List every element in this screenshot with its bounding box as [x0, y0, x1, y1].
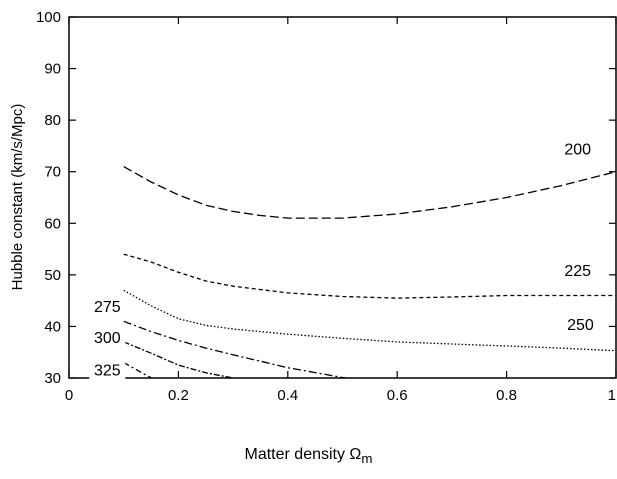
contour-label-bg-300 — [89, 328, 126, 347]
x-tick-label: 0.6 — [387, 387, 408, 404]
x-axis-label: Matter density Ωm — [0, 446, 617, 466]
contour-label-250: 250 — [567, 317, 594, 334]
contour-line-250 — [123, 289, 616, 352]
contour-line-275 — [123, 320, 350, 378]
tick-marks — [68, 16, 617, 379]
y-tick-label: 100 — [36, 9, 61, 26]
contour-line-325 — [123, 361, 154, 378]
x-tick-label: 1 — [608, 387, 616, 404]
contour-line-225 — [123, 253, 616, 299]
x-axis-label-subscript: m — [361, 451, 373, 467]
contour-value-labels: 200 225 250 275 300 325 — [89, 140, 599, 380]
tick-labels: 0 0.2 0.4 0.6 0.8 1 30 40 50 60 70 80 90 100 — [36, 9, 616, 404]
contour-label-300: 300 — [94, 330, 121, 347]
contour-label-200: 200 — [564, 142, 591, 159]
contour-line-200 — [123, 166, 616, 219]
contour-label-325: 325 — [94, 362, 121, 379]
y-axis-label: Hubble constant (km/s/Mpc) — [9, 104, 26, 291]
y-tick-label: 80 — [44, 112, 61, 129]
contour-line-300 — [123, 341, 237, 378]
y-tick-label: 70 — [44, 164, 61, 181]
contour-label-bg-325 — [89, 361, 126, 380]
y-tick-label: 60 — [44, 215, 61, 232]
plot-frame — [68, 16, 617, 379]
x-tick-label: 0.8 — [496, 387, 517, 404]
y-tick-label: 50 — [44, 267, 61, 284]
y-tick-label: 40 — [44, 318, 61, 335]
axes — [68, 16, 617, 379]
y-tick-label: 30 — [44, 370, 61, 387]
x-tick-label: 0 — [65, 387, 73, 404]
y-tick-label: 90 — [44, 61, 61, 78]
contour-label-bg-250 — [562, 316, 599, 335]
contour-lines — [123, 166, 616, 378]
x-tick-label: 0.4 — [277, 387, 298, 404]
contour-label-275: 275 — [94, 299, 121, 316]
x-tick-label: 0.2 — [168, 387, 189, 404]
contour-label-bg-225 — [559, 261, 596, 280]
contour-label-225: 225 — [564, 263, 591, 280]
contour-label-bg-275 — [89, 297, 126, 316]
contour-label-bg-200 — [559, 140, 596, 159]
x-axis-label-text: Matter density Ω — [244, 446, 362, 463]
